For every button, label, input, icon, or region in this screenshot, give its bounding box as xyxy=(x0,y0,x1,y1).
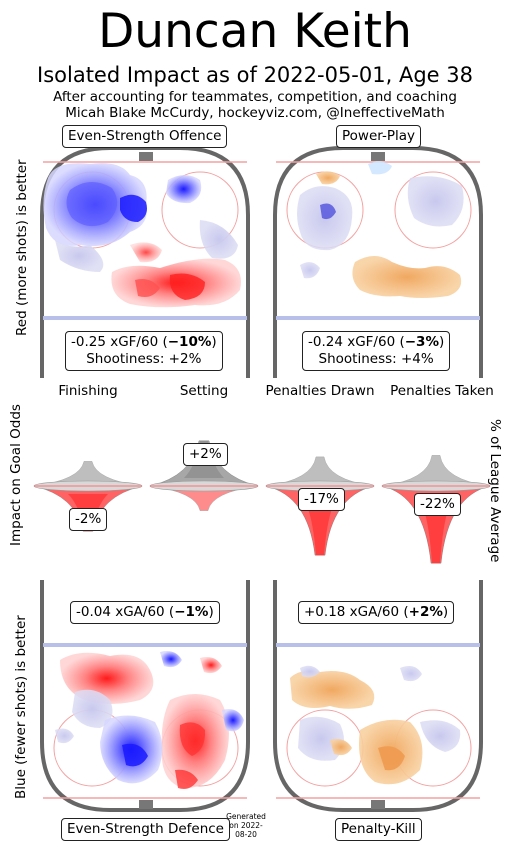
es-defence-title: Even-Strength Defence xyxy=(61,818,230,841)
powerplay-heatmap xyxy=(297,161,464,298)
powerplay-shootiness: Shootiness: +4% xyxy=(318,351,434,367)
penalty-kill-title: Penalty-Kill xyxy=(335,818,422,841)
penalty-kill-stats: +0.18 xGA/60 (+2%) xyxy=(298,601,455,624)
category-label-penalties-drawn: Penalties Drawn xyxy=(265,383,375,399)
powerplay-paren: ) xyxy=(438,334,445,350)
value-label-penalties-taken: -22% xyxy=(414,493,461,516)
category-label-setting: Setting xyxy=(179,383,229,399)
impact-violins xyxy=(33,440,491,564)
es-offence-rink xyxy=(40,146,250,378)
credit-note: Micah Blake McCurdy, hockeyviz.com, @Ine… xyxy=(65,105,445,121)
es-offence-xg: -0.25 xGF/60 ( xyxy=(71,334,168,350)
powerplay-pct: −3% xyxy=(404,334,439,350)
es-defence-pct: −1% xyxy=(174,604,209,620)
page-title: Duncan Keith xyxy=(98,4,412,59)
penalty-kill-pct: +2% xyxy=(408,604,443,620)
es-defence-stats: -0.04 xGA/60 (−1%) xyxy=(70,601,220,624)
powerplay-stats: -0.24 xGF/60 (−3%) Shootiness: +4% xyxy=(302,331,451,371)
value-label-penalties-drawn: -17% xyxy=(298,488,345,511)
es-offence-paren: ) xyxy=(211,334,217,350)
powerplay-title: Power-Play xyxy=(336,125,421,148)
value-label-finishing: -2% xyxy=(69,508,108,531)
es-defence-heatmap xyxy=(55,651,244,789)
generated-note: Generated on 2022-08-20 xyxy=(226,812,266,839)
page-subtitle: Isolated Impact as of 2022-05-01, Age 38 xyxy=(37,63,473,87)
penalty-kill-xg: +0.18 xGA/60 ( xyxy=(304,604,409,620)
powerplay-xg: -0.24 xGF/60 ( xyxy=(308,334,405,350)
bottom-left-axis-label: Blue (fewer shots) is better xyxy=(13,615,29,799)
es-offence-pct: −10% xyxy=(167,334,212,350)
penalty-kill-paren: ) xyxy=(442,604,449,620)
es-offence-stats: -0.25 xGF/60 (−10%) Shootiness: +2% xyxy=(65,331,223,371)
category-label-penalties-taken: Penalties Taken xyxy=(390,383,494,399)
penalty-kill-heatmap xyxy=(290,665,461,785)
es-offence-shootiness: Shootiness: +2% xyxy=(86,351,202,367)
middle-left-axis-label: Impact on Goal Odds xyxy=(8,404,24,546)
top-left-axis-label: Red (more shots) is better xyxy=(14,159,30,336)
es-defence-paren: ) xyxy=(208,604,214,620)
penalty-kill-rink xyxy=(273,580,483,812)
value-label-setting: +2% xyxy=(183,443,228,466)
middle-right-axis-label: % of League Average xyxy=(487,419,503,563)
category-label-finishing: Finishing xyxy=(58,383,118,399)
es-defence-xg: -0.04 xGA/60 ( xyxy=(76,604,175,620)
es-defence-rink xyxy=(40,580,250,812)
es-offence-title: Even-Strength Offence xyxy=(62,125,228,148)
es-offence-heatmap xyxy=(43,163,241,308)
method-note: After accounting for teammates, competit… xyxy=(53,89,457,105)
powerplay-rink xyxy=(273,146,483,378)
